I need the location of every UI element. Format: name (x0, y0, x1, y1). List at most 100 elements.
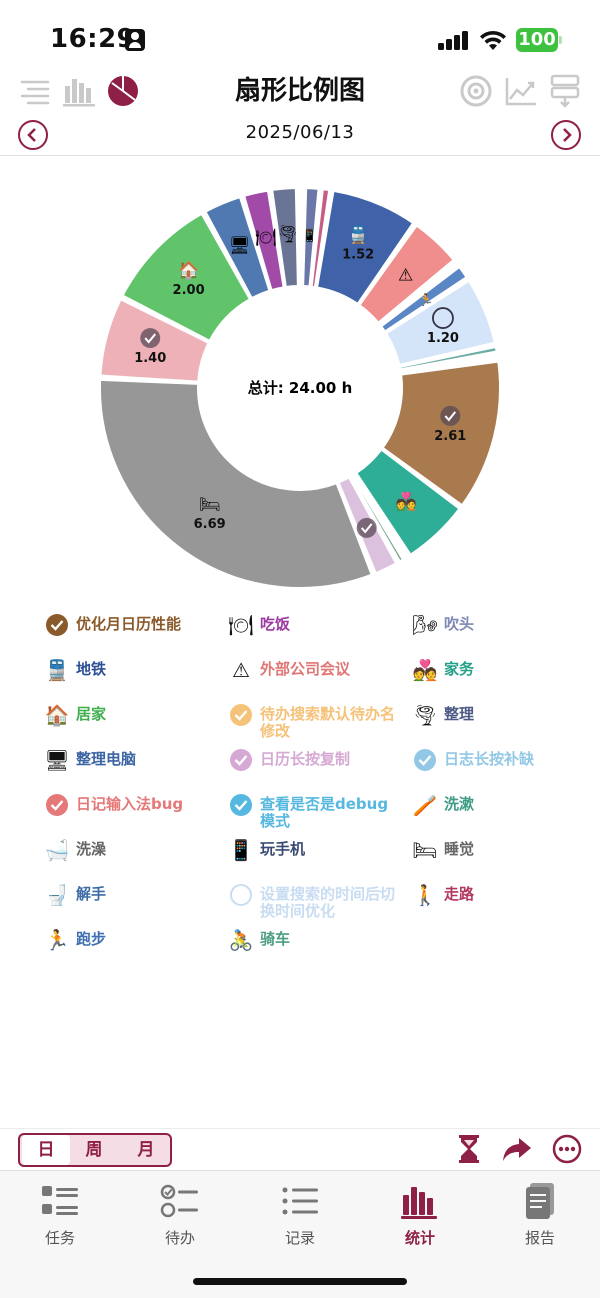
donut-slice[interactable] (353, 473, 408, 559)
hourglass-icon[interactable] (453, 1133, 485, 1165)
chevron-left-icon (27, 128, 36, 142)
legend-item[interactable]: 💑 家务 (412, 657, 582, 683)
check-icon (440, 405, 461, 426)
house-icon: 🏠 (44, 703, 70, 727)
donut-slice[interactable] (349, 474, 404, 563)
legend-label: 日历长按复制 (260, 750, 351, 768)
tab-reports-label: 报告 (524, 1229, 555, 1247)
walking-icon: 🚶 (412, 883, 438, 907)
legend-item[interactable]: 🛏 睡觉 (412, 837, 582, 863)
legend-item[interactable]: 🛁 洗澡 (44, 837, 214, 863)
legend-item[interactable]: 设置搜索的时间后切换时间优化 (228, 882, 398, 920)
donut-slice[interactable] (385, 279, 496, 366)
legend-item[interactable]: 🌬 吹头 (412, 612, 582, 638)
legend-item[interactable]: 🏃 跑步 (44, 927, 214, 953)
tab-reports[interactable]: 报告 (490, 1181, 590, 1248)
status-bar: 16:29 100 (0, 0, 600, 72)
subway-icon: 🚆 (348, 224, 369, 245)
todo-checklist-icon (160, 1184, 198, 1218)
donut-slice[interactable] (121, 212, 251, 342)
legend-label: 睡觉 (444, 840, 475, 858)
period-week-button[interactable]: 周 (85, 1140, 103, 1160)
donut-slice[interactable] (99, 378, 373, 589)
period-day-button[interactable]: 日 (22, 1135, 70, 1165)
check-icon (228, 702, 254, 728)
legend-item[interactable]: 日志长按补缺 (412, 747, 582, 773)
status-time: 16:29 (50, 24, 136, 54)
legend-item[interactable]: 🚽 解手 (44, 882, 214, 908)
legend-item[interactable]: 📱 玩手机 (228, 837, 398, 863)
share-icon[interactable] (501, 1133, 533, 1165)
legend-item[interactable]: 日历长按复制 (228, 747, 398, 773)
plate-icon: 🍽 (255, 228, 277, 248)
tab-stats[interactable]: 统计 (370, 1181, 470, 1248)
donut-slice[interactable] (316, 189, 415, 305)
legend-item[interactable]: 🏠 居家 (44, 702, 214, 728)
period-month-button[interactable]: 月 (137, 1140, 155, 1160)
check-icon (44, 792, 70, 818)
legend-label: 整理电脑 (76, 750, 137, 768)
donut-slice[interactable] (378, 262, 458, 326)
empty-ring-icon (228, 882, 254, 908)
current-date[interactable]: 2025/06/13 (245, 122, 355, 143)
tab-todo[interactable]: 待办 (130, 1181, 230, 1248)
target-icon[interactable] (458, 74, 494, 108)
page-title: 扇形比例图 (234, 76, 365, 106)
donut-slice[interactable] (381, 360, 501, 507)
donut-slice[interactable] (302, 187, 320, 288)
donut-slice[interactable] (358, 224, 455, 324)
legend-item[interactable]: 🪥 洗漱 (412, 792, 582, 818)
check-icon (228, 792, 254, 818)
tab-bar: 任务 待办 记录 统计 报告 (0, 1170, 600, 1298)
bar-chart-icon[interactable] (62, 74, 98, 108)
previous-day-button[interactable] (18, 120, 48, 150)
chevron-right-icon (563, 128, 572, 142)
legend-item[interactable]: 🚴 骑车 (228, 927, 398, 953)
legend-label: 吹头 (444, 615, 475, 633)
donut-slice[interactable] (243, 189, 285, 292)
legend-item[interactable]: 查看是否是debug模式 (228, 792, 398, 830)
slice-value-label: 2.61 (434, 429, 466, 444)
records-list-icon (282, 1187, 318, 1215)
list-view-icon[interactable] (18, 74, 54, 108)
donut-slice[interactable] (204, 196, 271, 300)
computer-icon: 🖥 (229, 236, 251, 256)
line-chart-icon[interactable] (504, 74, 540, 108)
tab-records[interactable]: 记录 (250, 1181, 350, 1248)
bed-icon: 🛏 (412, 838, 438, 862)
legend-item[interactable]: 🖥 整理电脑 (44, 747, 214, 773)
legend-item[interactable]: 优化月日历性能 (44, 612, 214, 638)
tab-stats-label: 统计 (404, 1229, 435, 1247)
tab-tasks[interactable]: 任务 (10, 1181, 110, 1248)
next-day-button[interactable] (551, 120, 581, 150)
legend-item[interactable]: ⚠ 外部公司会议 (228, 657, 398, 683)
donut-slice[interactable] (310, 188, 331, 289)
legend-label: 吃饭 (260, 615, 291, 633)
legend-item[interactable]: 🚆 地铁 (44, 657, 214, 683)
donut-slice[interactable] (271, 187, 299, 288)
tasks-icon (42, 1186, 78, 1215)
slice-value-label: 6.69 (194, 517, 226, 532)
cellular-signal-icon (438, 30, 470, 50)
legend-item[interactable]: 🌪 整理 (412, 702, 582, 728)
plate-icon: 🍽 (228, 613, 254, 637)
pie-chart-icon[interactable] (106, 74, 142, 108)
tab-tasks-label: 任务 (44, 1229, 75, 1247)
date-navigation: 2025/06/13 (0, 116, 600, 156)
donut-slice[interactable] (398, 345, 498, 371)
legend-label: 待办搜索默认待办名修改 (260, 705, 396, 740)
more-options-icon[interactable] (551, 1133, 583, 1165)
legend-item[interactable]: 🚶 走路 (412, 882, 582, 908)
donut-slice[interactable] (399, 354, 499, 374)
legend-item[interactable]: 🍽 吃饭 (228, 612, 398, 638)
donut-slice[interactable] (355, 448, 461, 556)
donut-chart-svg: 📱 🚆 1.52 ⚠ 🏃 1.20 2.61 💑 🛏 6.69 1.40 🏠 2.00 🖥 🍽 🌪 总计: 24… (99, 187, 501, 589)
layers-export-icon[interactable] (548, 74, 584, 108)
empty-ring-icon (432, 307, 454, 329)
running-icon: 🏃 (419, 293, 434, 307)
donut-slice[interactable] (299, 187, 303, 288)
phone-icon: 📱 (228, 838, 254, 862)
legend-item[interactable]: 日记输入法bug (44, 792, 214, 818)
legend-item[interactable]: 待办搜索默认待办名修改 (228, 702, 398, 740)
donut-slice[interactable] (380, 266, 468, 333)
